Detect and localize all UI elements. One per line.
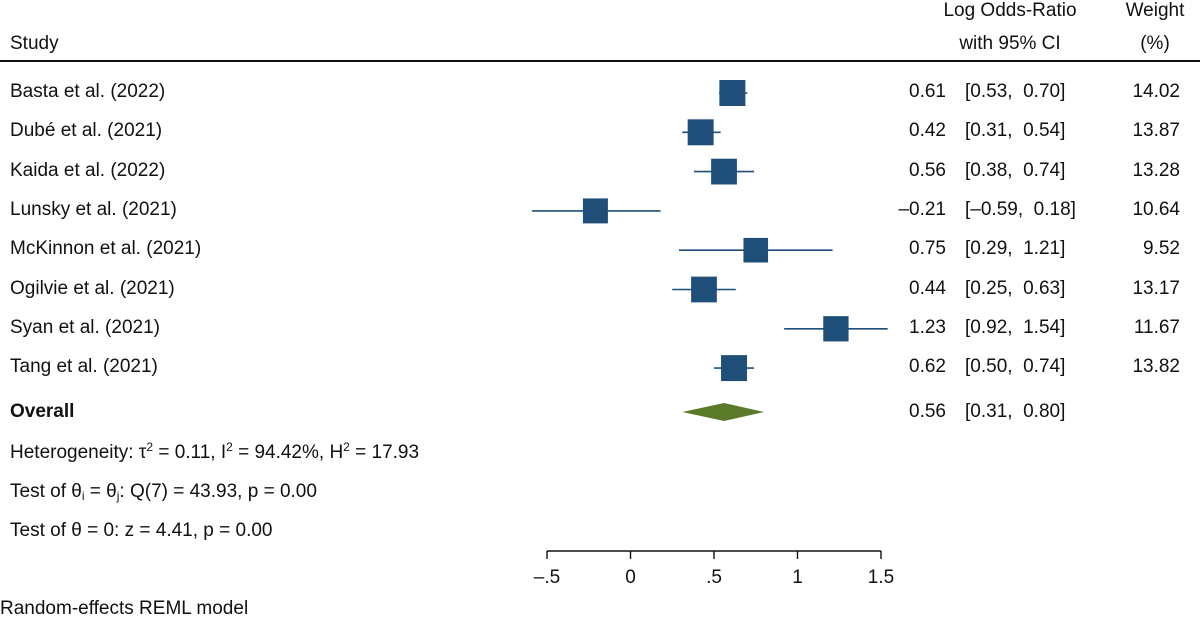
overall-diamond — [682, 403, 765, 421]
study-name: Dubé et al. (2021) — [10, 120, 163, 142]
x-tick-label: 1 — [792, 567, 803, 588]
study-column-header: Study — [10, 33, 59, 54]
study-ci: [0.29, 1.21] — [965, 238, 1066, 260]
study-ci: [0.53, 0.70] — [965, 81, 1066, 102]
x-tick-label: 1.5 — [868, 567, 894, 588]
test-theta-zero: Test of θ = 0: z = 4.41, p = 0.00 — [10, 520, 273, 541]
study-estimate: 0.42 — [909, 120, 946, 142]
effect-column-header-line2: with 95% CI — [959, 33, 1061, 54]
study-name: Lunsky et al. (2021) — [10, 198, 177, 220]
overall-label: Overall — [10, 401, 75, 422]
study-ci: [–0.59, 0.18] — [965, 198, 1076, 220]
header-rule — [0, 60, 1200, 62]
effect-column-header-line1: Log Odds-Ratio — [943, 0, 1077, 21]
study-weight: 9.52 — [1143, 238, 1180, 260]
x-tick-label: –.5 — [534, 567, 560, 588]
study-weight: 13.28 — [1132, 159, 1180, 181]
study-name: Syan et al. (2021) — [10, 316, 160, 338]
study-marker — [719, 80, 746, 106]
heterogeneity-stats: Heterogeneity: τ2 = 0.11, I2 = 94.42%, H… — [10, 440, 420, 463]
study-ci: [0.50, 0.74] — [965, 356, 1066, 378]
weight-column-header-line2: (%) — [1140, 33, 1170, 54]
study-estimate: 0.61 — [909, 81, 946, 102]
study-estimate: –0.21 — [898, 198, 946, 220]
study-estimate: 0.56 — [909, 159, 946, 181]
study-estimate: 0.75 — [909, 238, 946, 260]
study-name: Ogilvie et al. (2021) — [10, 277, 175, 299]
study-ci: [0.31, 0.54] — [965, 120, 1066, 142]
study-marker — [721, 355, 748, 382]
study-marker — [823, 316, 849, 342]
study-name: Tang et al. (2021) — [10, 356, 158, 378]
study-estimate: 1.23 — [909, 316, 946, 338]
study-weight: 13.87 — [1132, 120, 1180, 142]
study-marker — [687, 119, 714, 146]
overall-estimate: 0.56 — [909, 401, 946, 422]
study-estimate: 0.44 — [909, 277, 946, 299]
study-ci: [0.25, 0.63] — [965, 277, 1066, 299]
study-weight: 13.17 — [1132, 277, 1180, 299]
x-tick-label: 0 — [625, 567, 636, 588]
study-estimate: 0.62 — [909, 356, 946, 378]
study-weight: 13.82 — [1132, 356, 1180, 378]
study-name: McKinnon et al. (2021) — [10, 238, 202, 260]
study-weight: 10.64 — [1132, 198, 1180, 220]
study-name: Basta et al. (2022) — [10, 81, 166, 102]
test-theta-equal: Test of θi = θj: Q(7) = 43.93, p = 0.00 — [10, 481, 317, 503]
study-marker — [743, 237, 769, 263]
study-ci: [0.92, 1.54] — [965, 316, 1066, 338]
weight-column-header-line1: Weight — [1125, 0, 1185, 21]
study-marker — [582, 198, 608, 224]
study-weight: 11.67 — [1133, 316, 1180, 338]
study-weight: 14.02 — [1132, 81, 1180, 102]
model-footnote: Random-effects REML model — [0, 598, 249, 619]
x-tick-label: .5 — [706, 567, 722, 588]
study-name: Kaida et al. (2022) — [10, 159, 166, 181]
study-marker — [711, 158, 737, 185]
study-marker — [691, 276, 717, 303]
overall-ci: [0.31, 0.80] — [965, 401, 1066, 422]
study-ci: [0.38, 0.74] — [965, 159, 1066, 181]
